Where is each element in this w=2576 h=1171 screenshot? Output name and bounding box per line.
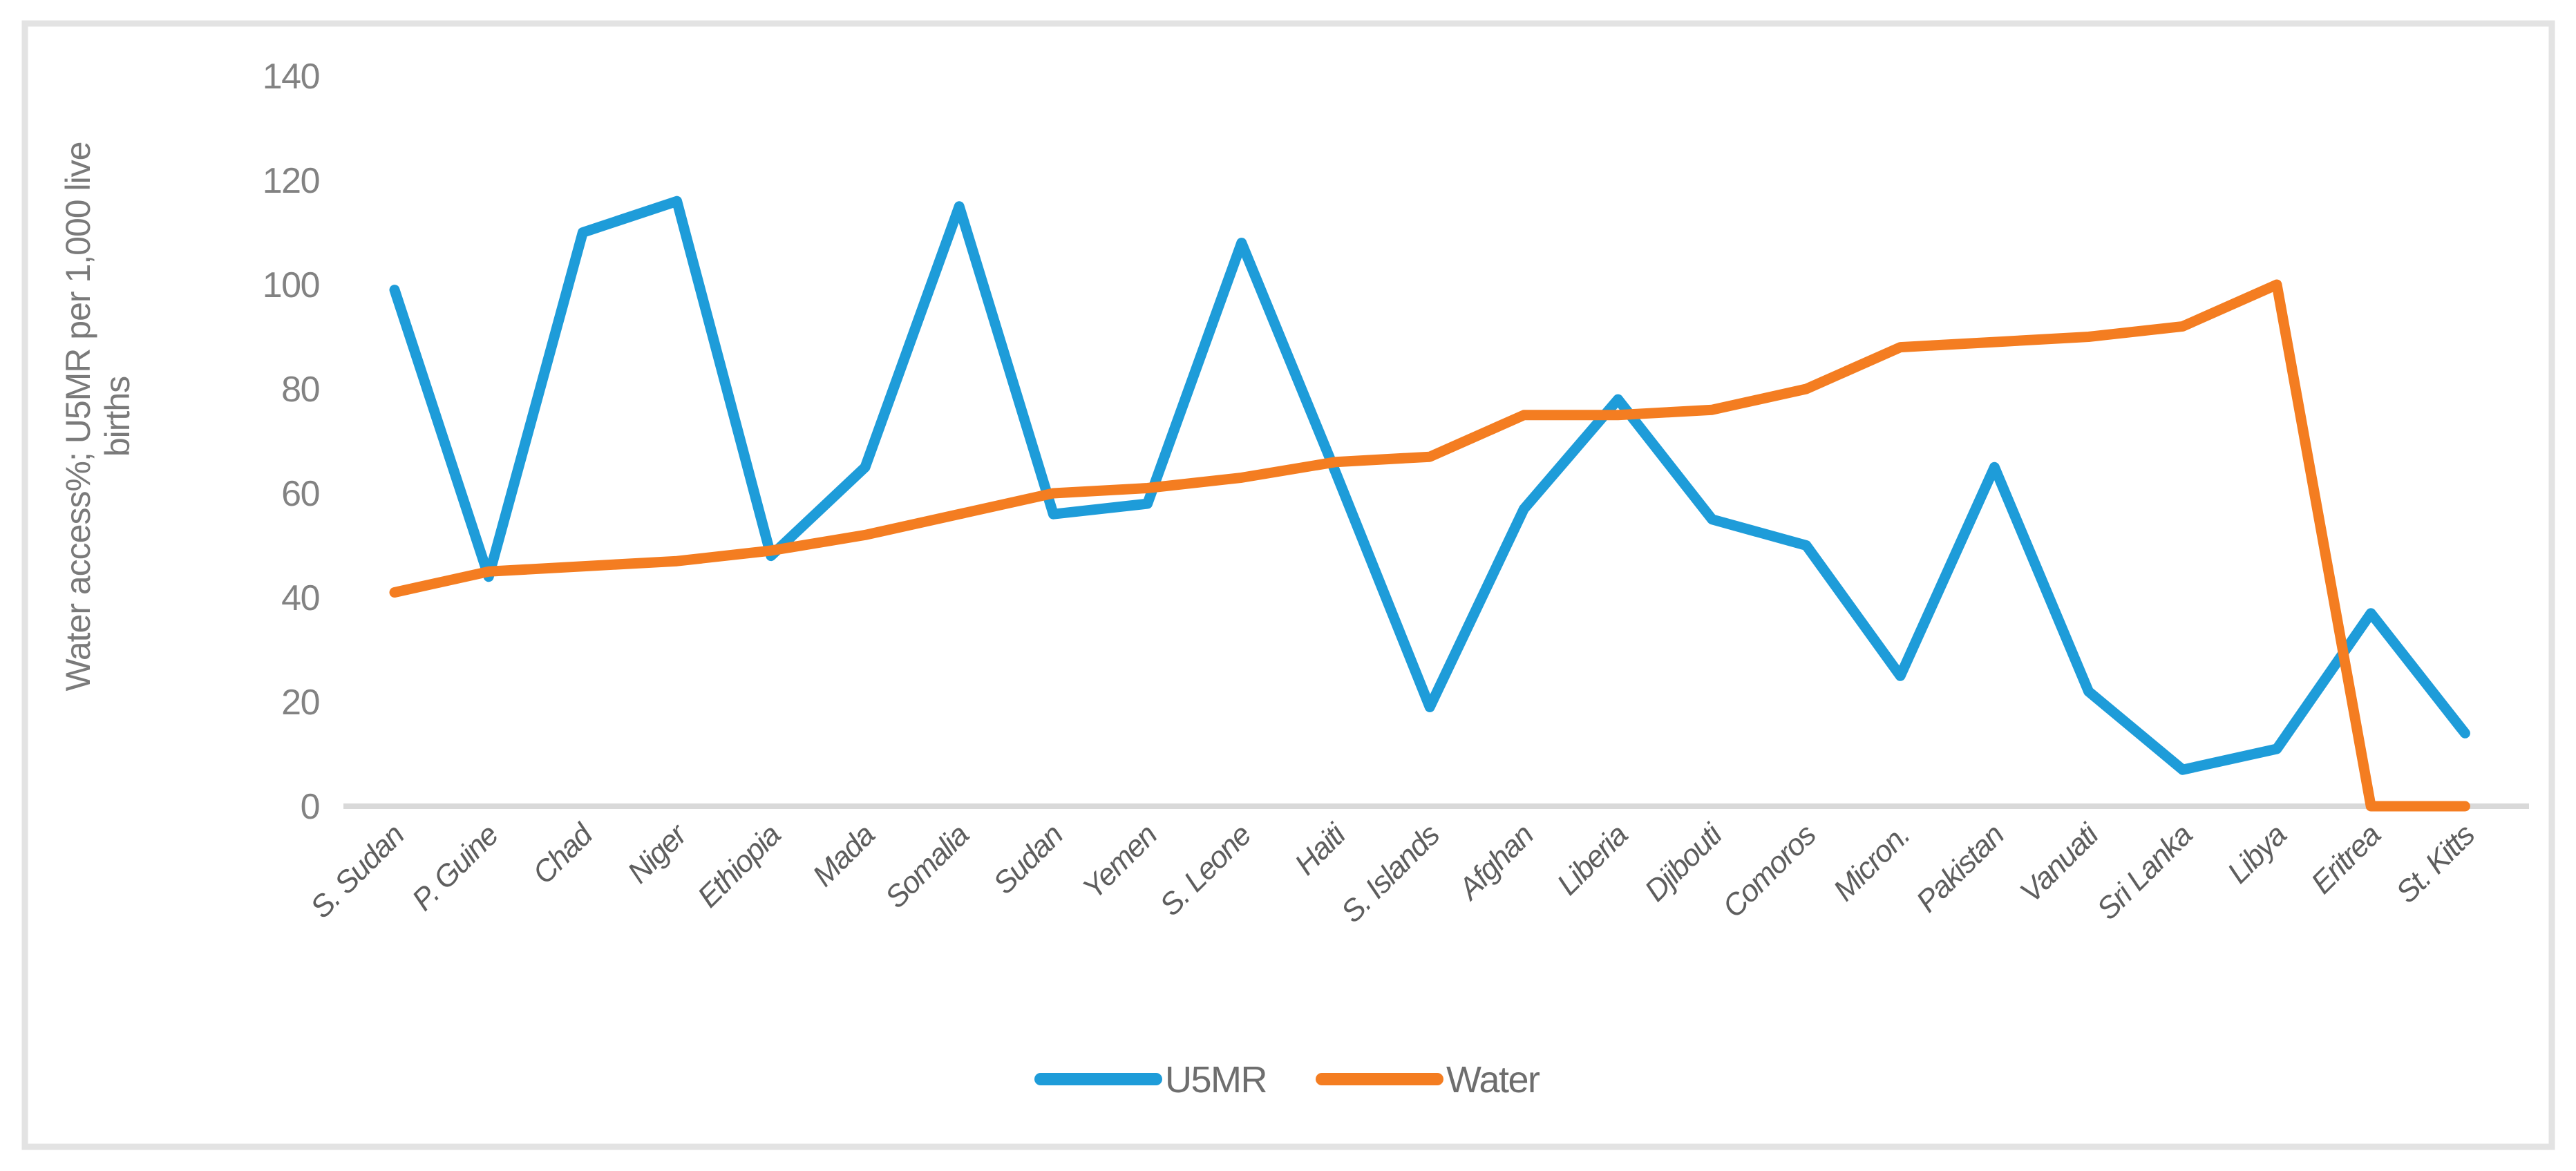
x-category-label: Libya [2221, 818, 2293, 890]
x-category-label: S. Islands [1335, 817, 1447, 929]
x-category-label: S. Sudan [304, 818, 410, 924]
y-axis-title-line1: Water access%; U5MR per 1,000 live [59, 142, 97, 692]
x-category-label: Yemen [1076, 818, 1163, 905]
y-tick-label: 40 [281, 578, 319, 618]
x-category-label: Liberia [1551, 818, 1634, 902]
legend-label-u5mr: U5MR [1165, 1059, 1267, 1101]
x-category-label: Afghan [1450, 818, 1540, 907]
y-axis-title: Water access%; U5MR per 1,000 live birth… [59, 68, 149, 765]
y-axis-title-line2: births [98, 376, 137, 457]
x-category-label: Micron. [1827, 818, 1916, 907]
x-category-label: Djibouti [1638, 817, 1730, 908]
legend: U5MR Water [1034, 1059, 1542, 1101]
series-lines [389, 196, 2470, 812]
y-tick-label: 20 [281, 683, 319, 723]
y-tick-label: 100 [263, 265, 319, 305]
x-category-label: Eritrea [2304, 818, 2387, 900]
legend-label-water: Water [1446, 1059, 1540, 1101]
x-category-label: P. Guine [406, 818, 504, 917]
x-category-label: Somalia [879, 818, 976, 915]
x-category-label: Sudan [987, 818, 1069, 900]
x-category-label: Pakistan [1910, 818, 2011, 919]
x-category-label: Ethiopia [691, 818, 787, 914]
water-series-line [389, 279, 2470, 812]
u5mr-series-line [389, 196, 2470, 775]
y-tick-label: 0 [301, 787, 319, 827]
x-category-label: Vanuati [2014, 817, 2106, 910]
x-category-label: Niger [621, 817, 694, 890]
x-category-label: Sri Lanka [2090, 818, 2199, 926]
y-tick-label: 60 [281, 474, 319, 514]
x-category-label: Chad [527, 817, 600, 891]
x-category-label: St. Kitts [2389, 817, 2481, 909]
x-category-label: Haiti [1288, 817, 1353, 882]
figure-border [21, 20, 2555, 1150]
x-category-label: Mada [806, 818, 881, 893]
x-category-label: Comoros [1716, 817, 1823, 924]
x-category-label: S. Leone [1153, 818, 1258, 922]
y-tick-label: 140 [263, 57, 319, 97]
y-tick-labels: 0 20 40 60 80 100 120 140 [263, 57, 321, 827]
y-tick-label: 120 [263, 161, 319, 201]
y-tick-label: 80 [281, 370, 319, 410]
